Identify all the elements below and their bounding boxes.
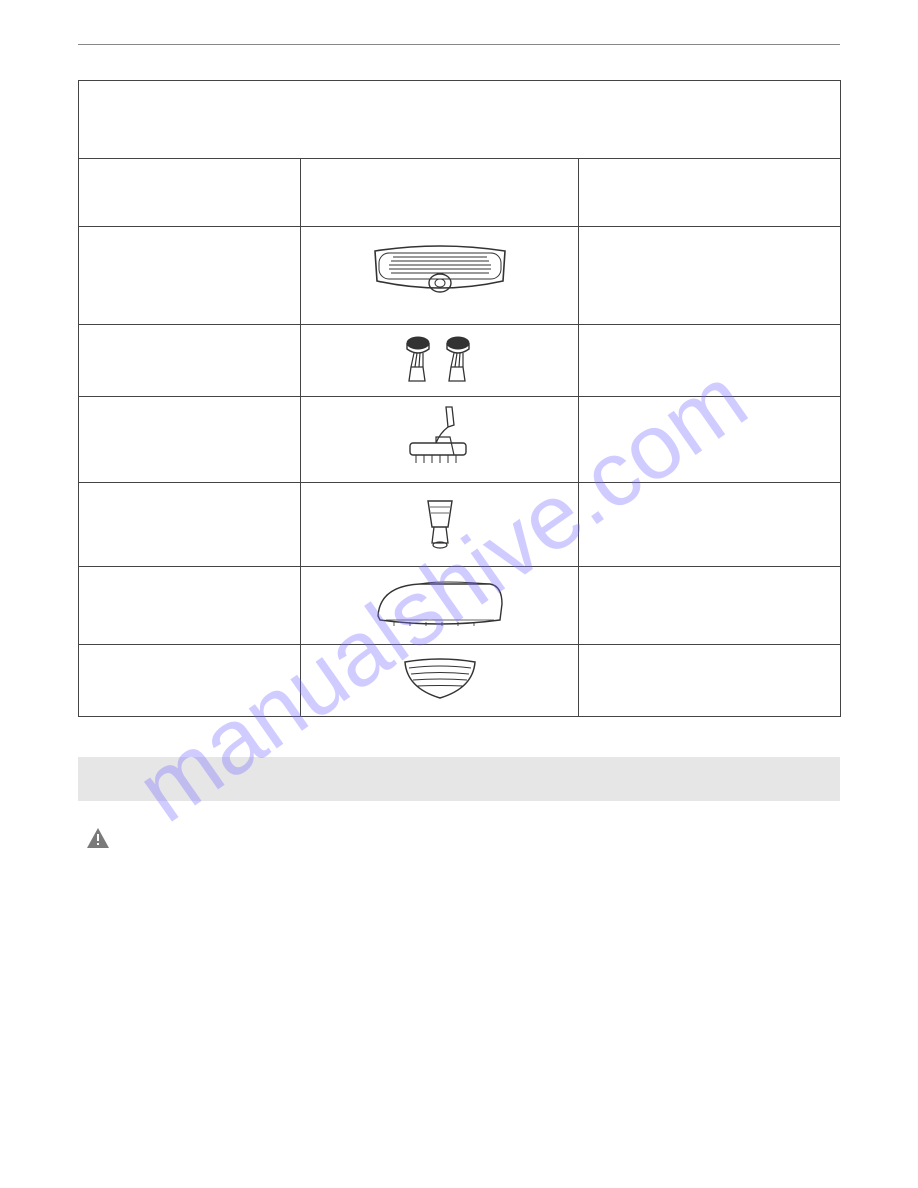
accessory-name (79, 325, 301, 397)
accessory-note (579, 645, 841, 717)
table-title (79, 81, 841, 159)
accessory-name (79, 567, 301, 645)
floorhead-icon (365, 241, 515, 307)
warning-icon (86, 827, 110, 849)
accessory-name (79, 645, 301, 717)
accessory-note (579, 567, 841, 645)
table-row (79, 325, 841, 397)
accessory-image-cell (301, 227, 579, 325)
accessory-image-cell (301, 567, 579, 645)
table-header-row (79, 159, 841, 227)
crevice-tool-icon (390, 403, 490, 473)
accessories-table (78, 80, 841, 717)
table-row (79, 567, 841, 645)
col-header-image (301, 159, 579, 227)
parquet-nozzle-icon (395, 654, 485, 704)
table-row (79, 227, 841, 325)
accessory-image-cell (301, 397, 579, 483)
accessory-name (79, 483, 301, 567)
accessory-note (579, 227, 841, 325)
table-title-row (79, 81, 841, 159)
col-header-note (579, 159, 841, 227)
accessory-note (579, 483, 841, 567)
section-heading (78, 757, 840, 801)
warning-row (78, 827, 840, 849)
table-row (79, 397, 841, 483)
turbo-brush-icon (370, 576, 510, 632)
accessory-image-cell (301, 325, 579, 397)
accessory-name (79, 397, 301, 483)
accessory-note (579, 325, 841, 397)
table-row (79, 483, 841, 567)
upholstery-nozzle-icon (410, 493, 470, 553)
header-rule (78, 44, 840, 45)
col-header-name (79, 159, 301, 227)
table-row (79, 645, 841, 717)
accessory-name (79, 227, 301, 325)
accessory-image-cell (301, 483, 579, 567)
accessory-note (579, 397, 841, 483)
dusting-brush-icon (385, 333, 495, 385)
accessory-image-cell (301, 645, 579, 717)
